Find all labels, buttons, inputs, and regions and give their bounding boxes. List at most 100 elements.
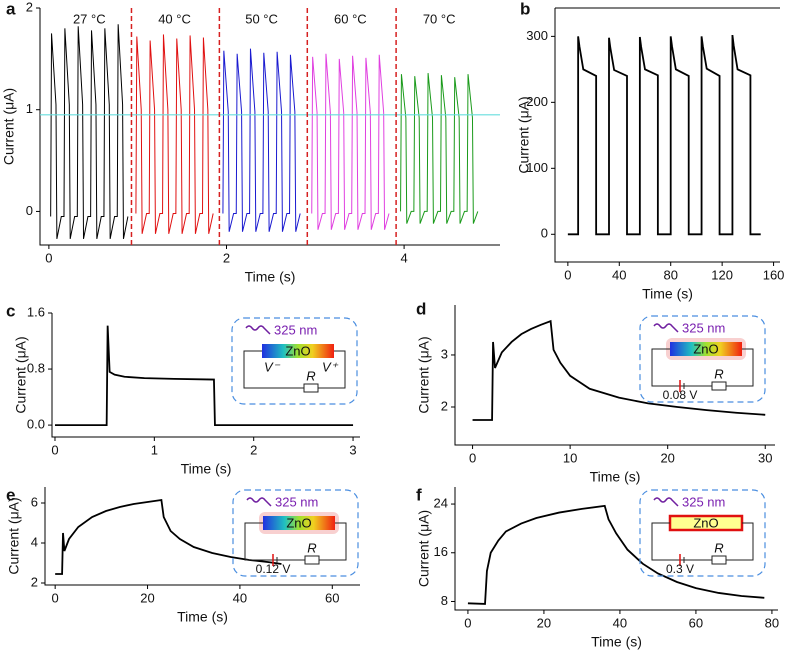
y-tick-label: 2 (441, 398, 448, 413)
data-line (50, 24, 129, 239)
x-tick-label: 80 (663, 267, 677, 282)
data-line (400, 73, 479, 224)
x-axis-title: Time (s) (181, 461, 232, 477)
y-axis-title: Current (μA) (416, 510, 432, 587)
segment-label: 40 °C (158, 11, 191, 26)
inset-resistor: R (306, 368, 315, 383)
x-tick-label: 0 (564, 267, 571, 282)
y-axis-title: Current (μA) (416, 336, 432, 413)
inset-wavelength: 325 nm (682, 320, 725, 335)
y-tick-label: 6 (31, 494, 38, 509)
panel-letter: c (6, 301, 15, 320)
x-tick-label: 60 (325, 590, 339, 605)
x-tick-label: 1 (151, 442, 158, 457)
axes (454, 487, 778, 611)
x-tick-label: 4 (400, 250, 407, 265)
axes (454, 305, 775, 446)
x-axis-title: Time (s) (642, 286, 693, 302)
segment-label: 27 °C (73, 11, 106, 26)
wire (243, 350, 346, 389)
inset-material: ZnO (693, 515, 718, 530)
x-tick-label: 120 (711, 267, 733, 282)
x-tick-label: 20 (537, 615, 551, 630)
data-line (467, 504, 765, 605)
data-line (472, 319, 766, 421)
zno-bar (262, 344, 334, 358)
y-tick-label: 200 (526, 94, 548, 109)
x-tick-label: 60 (689, 615, 703, 630)
x-tick-label: 40 (612, 267, 626, 282)
y-axis-title: Current (μA) (516, 96, 532, 173)
x-tick-label: 3 (349, 442, 356, 457)
inset-v-minus: V⁻ (264, 359, 281, 374)
panel-letter: f (416, 485, 422, 504)
y-tick-label: 24 (434, 495, 448, 510)
wire (244, 522, 347, 561)
y-tick-label: 2 (26, 0, 33, 14)
axes (51, 313, 360, 438)
axes (39, 8, 500, 246)
x-axis-title: Time (s) (591, 634, 642, 650)
segment-label: 50 °C (245, 11, 278, 26)
y-tick-label: 0.0 (27, 417, 45, 432)
photon (653, 323, 679, 333)
axes (554, 7, 780, 263)
resistor (711, 381, 727, 391)
y-axis-title: Current (μA) (13, 336, 29, 413)
inset-resistor: R (307, 540, 316, 555)
inset-resistor: R (714, 366, 723, 381)
y-tick-label: 1.6 (27, 304, 45, 319)
data-line (55, 498, 282, 575)
inset-wavelength: 325 nm (682, 494, 725, 509)
x-axis-title: Time (s) (245, 269, 296, 285)
y-tick-label: 100 (526, 160, 548, 175)
inset-frame (639, 315, 766, 403)
x-tick-label: 0 (45, 250, 52, 265)
inset-frame (639, 489, 766, 577)
data-line (567, 34, 761, 236)
wire (651, 348, 754, 387)
photon (246, 497, 272, 507)
y-tick-label: 3 (441, 346, 448, 361)
x-tick-label: 0 (469, 450, 476, 465)
y-tick-label: 2 (31, 574, 38, 589)
panel-letter: a (6, 0, 16, 18)
y-tick-label: 4 (31, 534, 38, 549)
y-tick-label: 0.8 (27, 360, 45, 375)
panel-letter: e (6, 485, 15, 504)
wire (651, 522, 754, 561)
x-tick-label: 2 (250, 442, 257, 457)
y-tick-label: 1 (26, 101, 33, 116)
y-tick-label: 0 (541, 226, 548, 241)
inset-frame (231, 317, 358, 405)
inset-voltage: 0.08 V (663, 388, 698, 402)
axes (44, 487, 360, 586)
zno-bar (670, 342, 742, 356)
x-tick-label: 40 (613, 615, 627, 630)
x-tick-label: 30 (758, 450, 772, 465)
inset-wavelength: 325 nm (274, 322, 317, 337)
panel-letter: d (416, 299, 426, 318)
zno-bar (263, 516, 335, 530)
data-line (135, 34, 214, 234)
x-tick-label: 20 (140, 590, 154, 605)
x-tick-label: 0 (52, 590, 59, 605)
x-tick-label: 20 (660, 450, 674, 465)
x-tick-label: 10 (563, 450, 577, 465)
y-axis-title: Current (μA) (1, 88, 17, 165)
inset-material: ZnO (285, 343, 310, 358)
x-tick-label: 160 (763, 267, 785, 282)
x-tick-label: 0 (51, 442, 58, 457)
resistor (303, 383, 319, 393)
inset-v-plus: V⁺ (322, 359, 339, 374)
resistor (304, 555, 320, 565)
x-tick-label: 80 (765, 615, 779, 630)
data-line (311, 53, 390, 230)
inset-voltage: 0.12 V (256, 562, 291, 576)
photon (245, 325, 271, 335)
resistor (711, 555, 727, 565)
data-line (222, 48, 301, 232)
y-tick-label: 16 (434, 544, 448, 559)
x-tick-label: 0 (464, 615, 471, 630)
